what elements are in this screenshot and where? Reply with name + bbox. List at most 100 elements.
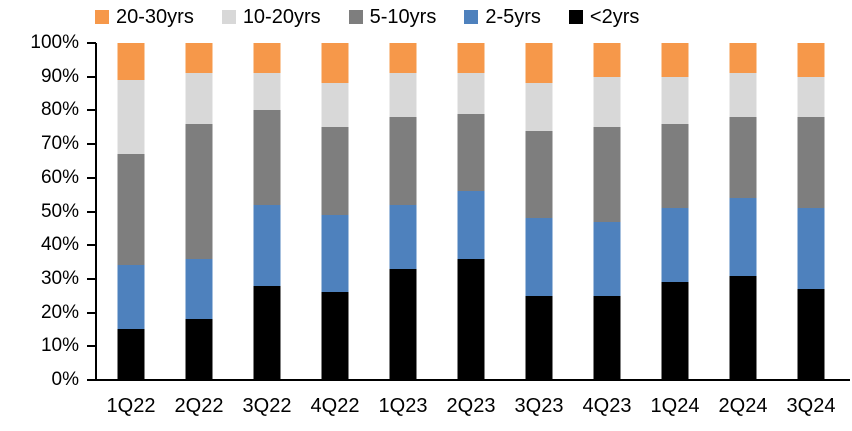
y-axis-tick <box>87 311 96 314</box>
bar-segment-10-20yrs <box>389 73 417 118</box>
y-axis-tick <box>87 345 96 348</box>
x-axis-label: 3Q22 <box>242 395 292 417</box>
bar-segment-10-20yrs <box>253 73 281 111</box>
bar-segment-20-30yrs <box>661 43 689 77</box>
bar-segment-10-20yrs <box>797 76 825 118</box>
y-axis-tick <box>87 277 96 280</box>
y-axis-label: 10% <box>40 335 79 357</box>
bar-segment-2-5yrs <box>117 265 145 330</box>
bar-segment-20-30yrs <box>729 43 757 74</box>
bar-3Q23 <box>525 43 553 380</box>
y-axis-label: 90% <box>40 65 79 87</box>
bar-1Q23 <box>389 43 417 380</box>
bar-column <box>97 43 165 380</box>
bar-1Q24 <box>661 43 689 380</box>
bar-column <box>573 43 641 380</box>
bar-segment-5-10yrs <box>185 123 213 259</box>
bar-segment-10-20yrs <box>729 73 757 118</box>
bar-segment-20-30yrs <box>389 43 417 74</box>
y-axis-line <box>95 43 97 381</box>
bar-segment-2-5yrs <box>593 221 621 296</box>
bar-column <box>301 43 369 380</box>
bar-segment-20-30yrs <box>593 43 621 77</box>
y-axis-label: 30% <box>40 267 79 289</box>
bar-column <box>233 43 301 380</box>
y-axis-label: 50% <box>40 200 79 222</box>
legend-color-swatch <box>568 10 583 24</box>
legend-item: 20-30yrs <box>95 5 194 29</box>
bar-segment-<2yrs <box>117 329 145 380</box>
x-axis-label: 2Q22 <box>174 395 224 417</box>
bar-column <box>641 43 709 380</box>
x-axis-label: 2Q23 <box>446 395 496 417</box>
legend-label: 5-10yrs <box>369 6 437 28</box>
bar-2Q22 <box>185 43 213 380</box>
bar-segment-20-30yrs <box>321 43 349 84</box>
x-axis-label: 1Q22 <box>106 395 156 417</box>
bar-segment-20-30yrs <box>185 43 213 74</box>
bar-segment-10-20yrs <box>185 73 213 124</box>
legend-label: 20-30yrs <box>116 6 194 28</box>
bar-segment-10-20yrs <box>525 83 553 131</box>
x-axis-label: 1Q24 <box>650 395 700 417</box>
bar-4Q22 <box>321 43 349 380</box>
legend-label: <2yrs <box>589 6 640 28</box>
x-axis-label: 4Q22 <box>310 395 360 417</box>
bar-segment-2-5yrs <box>797 208 825 290</box>
x-axis-label: 4Q23 <box>582 395 632 417</box>
bar-segment-5-10yrs <box>593 127 621 222</box>
bar-segment-5-10yrs <box>525 130 553 219</box>
y-axis-tick <box>87 210 96 213</box>
legend-item: <2yrs <box>568 5 640 29</box>
legend-color-swatch <box>221 10 236 24</box>
legend-item: 5-10yrs <box>348 5 437 29</box>
x-axis-labels: 1Q22 2Q22 3Q22 4Q22 1Q23 2Q23 3Q23 4Q23 1Q24 2Q24… <box>97 394 845 418</box>
bar-segment-<2yrs <box>321 292 349 380</box>
bar-segment-10-20yrs <box>661 76 689 124</box>
bar-column <box>437 43 505 380</box>
bar-segment-5-10yrs <box>661 123 689 209</box>
x-axis-line <box>87 379 850 381</box>
y-axis-label: 80% <box>40 99 79 121</box>
bar-segment-10-20yrs <box>117 80 145 155</box>
bar-segment-5-10yrs <box>321 127 349 215</box>
bar-segment-2-5yrs <box>661 208 689 283</box>
y-axis-tick <box>87 75 96 78</box>
legend-color-swatch <box>464 10 479 24</box>
bar-segment-<2yrs <box>457 258 485 380</box>
bar-segment-<2yrs <box>185 319 213 380</box>
bar-segment-2-5yrs <box>185 258 213 320</box>
bar-2Q23 <box>457 43 485 380</box>
legend-item: 2-5yrs <box>464 5 541 29</box>
bar-segment-20-30yrs <box>457 43 485 74</box>
bar-segment-5-10yrs <box>253 110 281 205</box>
legend-item: 10-20yrs <box>221 5 321 29</box>
y-axis-tick <box>87 42 96 44</box>
legend-label: 2-5yrs <box>485 6 541 28</box>
bar-segment-<2yrs <box>797 289 825 380</box>
y-axis-tick <box>87 109 96 112</box>
bar-segment-2-5yrs <box>253 204 281 286</box>
plot-area <box>97 43 845 380</box>
bar-segment-20-30yrs <box>797 43 825 77</box>
bar-segment-<2yrs <box>525 295 553 380</box>
bar-segment-2-5yrs <box>389 204 417 269</box>
bar-segment-<2yrs <box>389 268 417 380</box>
bar-segment-<2yrs <box>253 285 281 380</box>
bar-segment-5-10yrs <box>117 154 145 266</box>
x-axis-label: 3Q23 <box>514 395 564 417</box>
y-axis-label: 0% <box>51 369 79 390</box>
bar-column <box>709 43 777 380</box>
y-axis-tick <box>87 244 96 247</box>
bar-segment-10-20yrs <box>457 73 485 114</box>
bar-segment-2-5yrs <box>457 191 485 259</box>
bar-segment-5-10yrs <box>729 117 757 199</box>
bar-segment-5-10yrs <box>457 113 485 192</box>
bar-column <box>777 43 845 380</box>
legend-label: 10-20yrs <box>242 6 321 28</box>
bar-segment-2-5yrs <box>525 218 553 296</box>
x-axis-label: 3Q24 <box>786 395 836 417</box>
y-axis-tick <box>87 176 96 179</box>
bar-segment-20-30yrs <box>525 43 553 84</box>
